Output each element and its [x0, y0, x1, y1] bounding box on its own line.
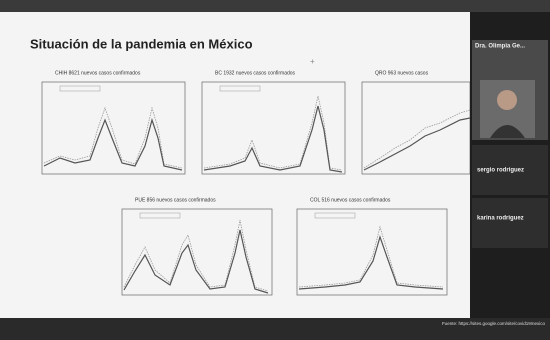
chart-heading: BC 1932 nuevos casos confirmados — [215, 70, 296, 76]
curve — [203, 105, 343, 173]
cursor: + — [310, 57, 315, 66]
plot-frame — [121, 208, 273, 296]
curve — [363, 109, 471, 169]
plot-frame — [41, 81, 186, 175]
mini-chart: COL 516 nuevos casos confirmados — [296, 197, 448, 296]
bottom-bar — [0, 318, 550, 340]
top-bar — [0, 0, 550, 12]
chart-heading: QRO 963 nuevos casos — [375, 70, 429, 76]
legend-box — [219, 85, 261, 92]
plot-frame — [296, 208, 448, 296]
curve — [123, 229, 269, 294]
curve — [203, 95, 343, 171]
participant-name: sergio rodriguez — [477, 168, 524, 174]
legend-box — [59, 85, 101, 92]
chart-heading: CHIH 8621 nuevos casos confirmados — [55, 70, 141, 76]
curve — [363, 117, 471, 171]
curve — [123, 219, 269, 292]
legend-box — [314, 212, 356, 219]
chart-heading: COL 516 nuevos casos confirmados — [310, 197, 391, 203]
shoulders — [490, 125, 525, 138]
plot-frame — [201, 81, 346, 175]
curve — [298, 235, 444, 290]
source: Fuente: https://sites.google.com/site/co… — [442, 321, 546, 326]
curve — [298, 225, 444, 288]
slide-title: Situación de la pandemia en México — [30, 36, 253, 51]
participant-name: Dra. Olimpia Ge... — [475, 44, 525, 50]
curve — [43, 106, 183, 169]
curve — [43, 117, 183, 171]
participant-tile[interactable] — [472, 198, 548, 248]
chart-heading: PUE 856 nuevos casos confirmados — [135, 197, 216, 203]
mini-chart: BC 1932 nuevos casos confirmados — [201, 70, 346, 175]
participant-name: karina rodriguez — [477, 216, 524, 222]
legend-box — [139, 212, 181, 219]
face — [497, 90, 517, 110]
participant-tile[interactable] — [472, 145, 548, 195]
mini-chart: CHIH 8621 nuevos casos confirmados — [41, 70, 186, 175]
slide — [0, 12, 470, 318]
mini-chart: PUE 856 nuevos casos confirmados — [121, 197, 273, 296]
